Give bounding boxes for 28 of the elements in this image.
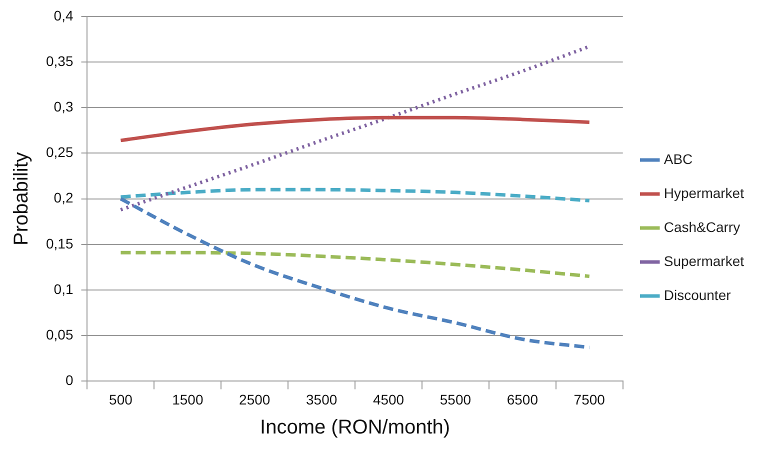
y-axis-title: Probability xyxy=(10,152,33,246)
y-tick-label: 0,1 xyxy=(54,280,74,297)
line-series xyxy=(118,250,592,278)
x-axis-title: Income (RON/month) xyxy=(260,416,450,439)
x-tick-label: 5500 xyxy=(440,391,472,408)
y-tick-label: 0,3 xyxy=(54,98,74,114)
line-series xyxy=(118,188,592,202)
y-tick-label: 0,35 xyxy=(46,52,74,69)
y-tick-label: 0,15 xyxy=(46,235,74,252)
line-series xyxy=(118,116,592,142)
y-tick-label: 0 xyxy=(65,372,74,388)
y-tick-label: 0,2 xyxy=(54,190,74,206)
y-tick-label: 0,05 xyxy=(46,326,74,342)
line-series xyxy=(118,197,592,350)
legend-label: Discounter xyxy=(664,286,732,303)
y-tick-label: 0,4 xyxy=(54,7,74,24)
legend-label: Cash&Carry xyxy=(664,218,740,235)
x-tick-label: 7500 xyxy=(574,391,606,408)
x-tick-label: 6500 xyxy=(506,391,538,408)
x-tick-label: 3500 xyxy=(306,391,338,408)
x-tick-label: 500 xyxy=(109,391,133,408)
legend-label: ABC xyxy=(664,150,693,167)
x-tick-label: 4500 xyxy=(372,391,404,408)
legend-label: Supermarket xyxy=(664,252,744,269)
x-tick-label: 2500 xyxy=(239,391,270,408)
legend-label: Hypermarket xyxy=(664,184,744,201)
y-tick-label: 0,25 xyxy=(46,144,74,160)
x-tick-label: 1500 xyxy=(172,391,204,408)
